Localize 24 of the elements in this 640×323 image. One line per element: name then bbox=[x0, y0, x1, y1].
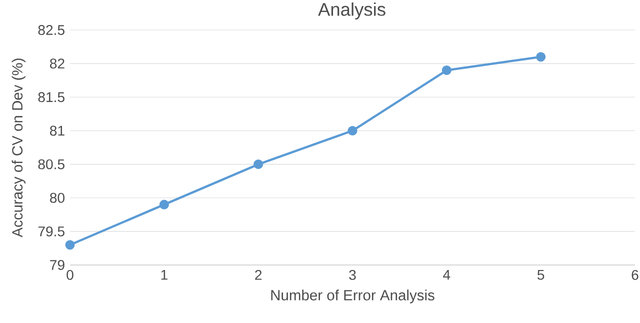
x-tick-label: 1 bbox=[161, 270, 168, 280]
x-tick-label: 3 bbox=[349, 270, 356, 280]
x-axis-title: Number of Error Analysis bbox=[271, 290, 434, 304]
y-tick-label: 79.5 bbox=[38, 226, 64, 236]
x-tick-label: 5 bbox=[537, 270, 544, 280]
point bbox=[348, 126, 358, 136]
y-tick-label: 81.5 bbox=[38, 92, 64, 102]
y-tick-label: 82 bbox=[50, 58, 64, 69]
chart-title: Analysis bbox=[318, 2, 386, 20]
point bbox=[442, 66, 452, 76]
y-tick-label: 81 bbox=[50, 126, 64, 136]
point bbox=[254, 160, 264, 170]
y-tick-label: 82.5 bbox=[38, 25, 64, 35]
point bbox=[536, 52, 546, 62]
x-tick-label: 6 bbox=[632, 270, 638, 280]
point bbox=[159, 200, 169, 210]
x-tick-label: 2 bbox=[255, 270, 262, 280]
y-tick-label: 79 bbox=[50, 260, 64, 270]
x-tick-label: 4 bbox=[443, 270, 450, 280]
y-tick-label: 80 bbox=[50, 192, 64, 203]
point bbox=[65, 240, 75, 250]
y-tick-label: 80.5 bbox=[38, 159, 64, 170]
x-tick-label: 0 bbox=[66, 270, 74, 280]
y-axis-title: Accuracy of CV on Dev (%) bbox=[12, 58, 26, 238]
